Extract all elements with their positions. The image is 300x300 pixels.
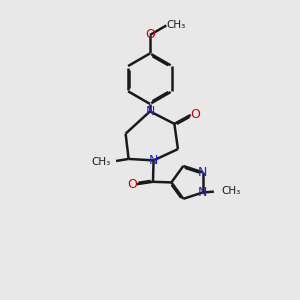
Text: O: O [127, 178, 136, 191]
Text: O: O [191, 108, 201, 122]
Text: O: O [145, 28, 155, 41]
Text: N: N [145, 105, 155, 118]
Text: N: N [198, 166, 207, 179]
Text: CH₃: CH₃ [166, 20, 186, 31]
Text: N: N [149, 154, 158, 167]
Text: N: N [198, 186, 207, 199]
Text: CH₃: CH₃ [92, 157, 111, 167]
Text: CH₃: CH₃ [221, 186, 240, 196]
